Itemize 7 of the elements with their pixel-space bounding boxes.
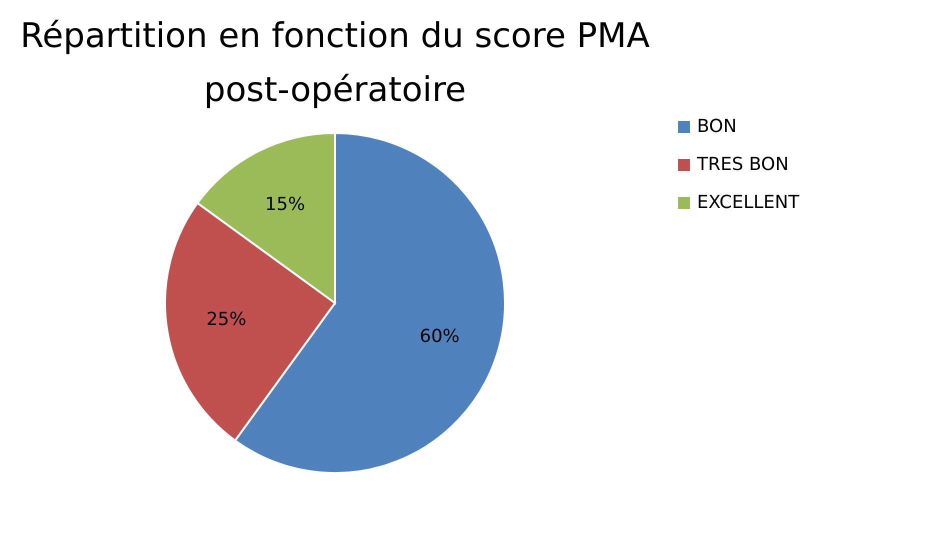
legend-label: TRES BON bbox=[696, 154, 789, 175]
chart-title: Répartition en fonction du score PMA post-opératoire bbox=[20, 16, 650, 110]
data-label: 25% bbox=[206, 309, 246, 330]
legend-label: EXCELLENT bbox=[697, 192, 800, 213]
data-label: 60% bbox=[420, 326, 460, 347]
data-label: 15% bbox=[265, 194, 306, 215]
legend-label: BON bbox=[697, 116, 737, 137]
